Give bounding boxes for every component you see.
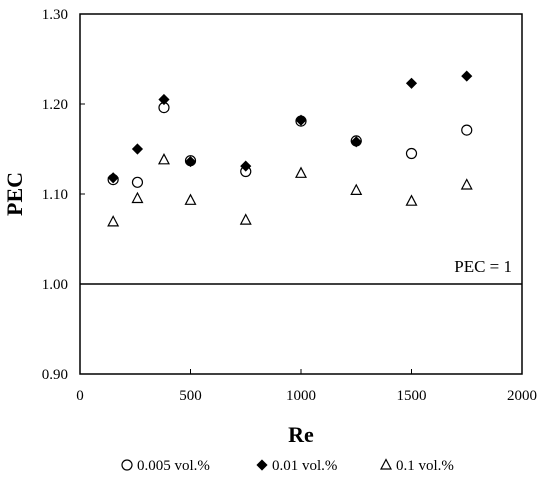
series-2-point: [240, 160, 252, 172]
y-tick-label: 1.00: [42, 277, 68, 293]
series-3-point: [460, 178, 473, 190]
plot-area: [79, 13, 523, 375]
series-3-point: [184, 193, 197, 205]
series-2-point: [131, 143, 144, 155]
legend-marker-3: [380, 458, 392, 470]
series-2-group: [107, 70, 473, 184]
x-tick-label: 1500: [397, 388, 427, 404]
y-axis-title: PEC: [2, 172, 27, 216]
series-2-point: [184, 156, 197, 168]
series-3-group: [107, 153, 473, 227]
series-3-point: [405, 194, 418, 206]
legend-marker-1: [121, 459, 133, 471]
legend-marker-2: [256, 459, 268, 471]
x-tick-label: 0: [76, 388, 84, 404]
x-tick-label: 2000: [507, 388, 537, 404]
series-3-point: [131, 191, 144, 204]
legend: 0.005 vol.% 0.01 vol.% 0.1 vol.%: [121, 458, 454, 474]
marks-layer: [107, 70, 473, 227]
y-tick-label: 1.30: [42, 7, 68, 23]
reference-line-label: PEC = 1: [454, 257, 512, 276]
series-2-point: [107, 172, 119, 184]
series-3-point: [295, 166, 307, 178]
y-tick-label: 0.90: [42, 367, 68, 383]
series-1-point: [131, 176, 144, 188]
tick-layer: 0 500 1000 1500 2000 0.90 1.00 1.10 1.20 1.30: [42, 7, 537, 404]
y-tick-label: 1.10: [42, 187, 68, 203]
x-axis-title: Re: [288, 422, 314, 447]
series-1-point: [405, 147, 418, 160]
series-2-point: [461, 70, 473, 82]
x-tick-label: 500: [179, 388, 202, 404]
series-3-point: [157, 153, 170, 165]
series-1-point: [461, 124, 473, 136]
y-tick-label: 1.20: [42, 97, 68, 113]
series-3-point: [350, 183, 363, 195]
series-2-point: [350, 136, 362, 148]
legend-label-3: 0.1 vol.%: [396, 458, 454, 474]
series-2-point: [158, 93, 170, 106]
legend-label-2: 0.01 vol.%: [272, 458, 337, 474]
series-3-point: [239, 213, 252, 225]
series-2-point: [295, 114, 307, 126]
legend-label-1: 0.005 vol.%: [137, 458, 210, 474]
x-tick-label: 1000: [286, 388, 316, 404]
series-2-point: [405, 77, 418, 89]
series-3-point: [107, 215, 120, 227]
series-1-group: [107, 101, 473, 188]
